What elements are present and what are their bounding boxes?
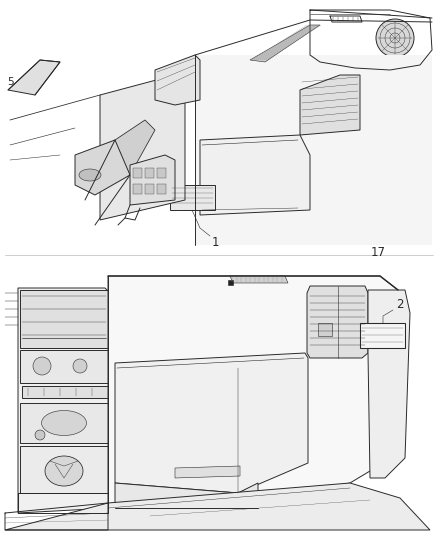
- Ellipse shape: [376, 19, 414, 57]
- Polygon shape: [157, 168, 166, 178]
- Polygon shape: [5, 8, 432, 242]
- Polygon shape: [175, 466, 240, 478]
- Polygon shape: [20, 290, 108, 348]
- Polygon shape: [20, 446, 108, 493]
- Text: 17: 17: [371, 246, 385, 259]
- Ellipse shape: [42, 410, 86, 435]
- Ellipse shape: [79, 169, 101, 181]
- Polygon shape: [145, 168, 154, 178]
- Text: 1: 1: [211, 236, 219, 248]
- Polygon shape: [228, 280, 233, 285]
- Polygon shape: [145, 184, 154, 194]
- Polygon shape: [368, 290, 410, 478]
- Polygon shape: [20, 350, 108, 383]
- Polygon shape: [5, 268, 433, 530]
- Polygon shape: [133, 168, 142, 178]
- Polygon shape: [300, 75, 360, 135]
- Polygon shape: [230, 276, 288, 283]
- Polygon shape: [307, 286, 368, 358]
- Polygon shape: [130, 155, 175, 205]
- Polygon shape: [195, 55, 432, 245]
- Ellipse shape: [73, 359, 87, 373]
- Polygon shape: [157, 184, 166, 194]
- Polygon shape: [115, 483, 258, 508]
- Polygon shape: [200, 135, 310, 215]
- Polygon shape: [100, 120, 155, 180]
- Text: 2: 2: [396, 298, 404, 311]
- Polygon shape: [170, 185, 215, 210]
- Polygon shape: [318, 323, 332, 336]
- Ellipse shape: [45, 456, 83, 486]
- Polygon shape: [108, 276, 405, 508]
- Polygon shape: [5, 483, 430, 530]
- Polygon shape: [20, 403, 108, 443]
- Polygon shape: [133, 184, 142, 194]
- Polygon shape: [360, 323, 405, 348]
- Ellipse shape: [35, 430, 45, 440]
- Text: 5: 5: [7, 77, 13, 87]
- Ellipse shape: [33, 357, 51, 375]
- Polygon shape: [22, 386, 108, 398]
- Polygon shape: [18, 288, 110, 513]
- Polygon shape: [250, 25, 320, 62]
- Polygon shape: [8, 60, 60, 95]
- Polygon shape: [155, 55, 200, 105]
- Polygon shape: [75, 140, 130, 195]
- Polygon shape: [115, 353, 308, 493]
- Polygon shape: [100, 75, 185, 220]
